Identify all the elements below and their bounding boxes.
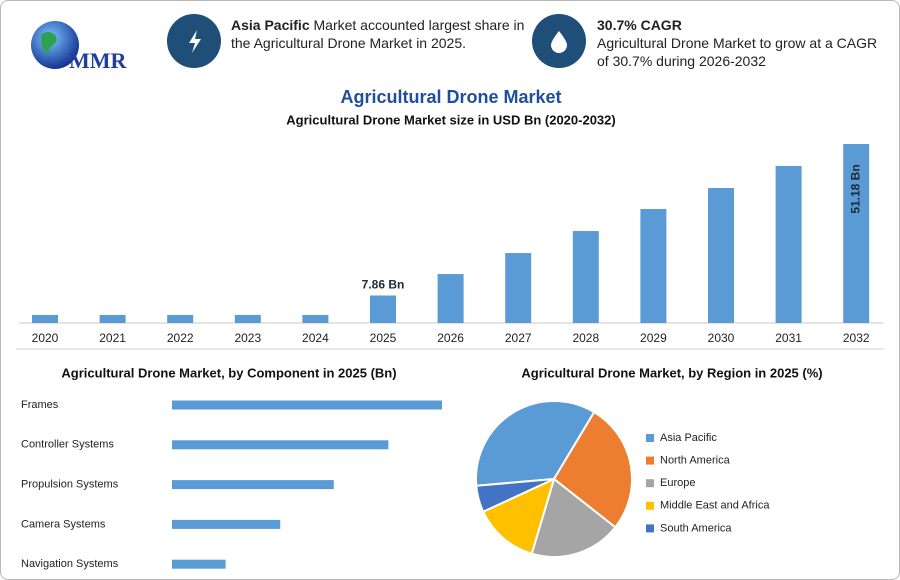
x-tick-label: 2027: [505, 331, 532, 345]
x-tick-label: 2023: [234, 331, 261, 345]
y-tick-label: Frames: [21, 399, 59, 411]
bar: [708, 187, 734, 323]
chart-title: Agricultural Drone Market, by Component …: [61, 365, 396, 380]
x-tick-label: 2022: [167, 331, 194, 345]
x-tick-label: 2026: [437, 331, 464, 345]
highlight: 30.7% CAGR Agricultural Drone Market to …: [597, 16, 887, 70]
legend-label: North America: [660, 455, 731, 467]
x-tick-label: 2031: [775, 331, 802, 345]
data-label: 51.18 Bn: [848, 164, 862, 213]
x-tick-label: 2032: [843, 331, 870, 345]
bar: [640, 208, 667, 323]
y-tick-label: Navigation Systems: [21, 558, 119, 570]
pie-slice: [475, 478, 555, 514]
legend-label: Europe: [660, 477, 695, 489]
legend-swatch: [646, 524, 654, 533]
drop-icon: [551, 31, 567, 53]
legend-label: South America: [660, 522, 732, 534]
bar: [302, 314, 329, 323]
x-tick-label: 2021: [99, 331, 126, 345]
x-tick-label: 2029: [640, 331, 667, 345]
bar: [172, 519, 281, 529]
x-tick-label: 2024: [302, 331, 329, 345]
highlight-text: Market accounted largest share in the Ag…: [231, 17, 525, 51]
logo: MMR: [31, 21, 128, 73]
bar: [370, 295, 396, 323]
bar: [572, 231, 599, 323]
x-tick-label: 2028: [572, 331, 599, 345]
bar: [172, 559, 226, 569]
bar: [172, 400, 442, 410]
bar: [437, 274, 464, 323]
x-tick-label: 2025: [370, 331, 397, 345]
highlight: Asia Pacific Market accounted largest sh…: [231, 16, 531, 52]
bar: [775, 165, 802, 323]
bar: [843, 144, 870, 323]
bar: [234, 314, 261, 323]
bar: [172, 480, 334, 490]
bar: [167, 314, 194, 323]
highlight-bold: Asia Pacific: [231, 17, 310, 33]
pie-slice: [481, 477, 556, 555]
chart-title: Agricultural Drone Market size in USD Bn…: [286, 112, 615, 127]
data-label: 7.86 Bn: [362, 278, 405, 292]
y-tick-label: Propulsion Systems: [21, 479, 119, 491]
highlight-text: Agricultural Drone Market to grow at a C…: [597, 35, 878, 69]
pie-slice: [552, 410, 633, 529]
legend-label: Middle East and Africa: [660, 500, 770, 512]
logo-globe: [31, 21, 79, 69]
bar: [99, 314, 126, 323]
y-tick-label: Controller Systems: [21, 439, 114, 451]
logo-text: MMR: [69, 48, 128, 73]
bar: [505, 253, 532, 323]
legend-swatch: [646, 456, 654, 465]
highlight-bold: 30.7% CAGR: [597, 17, 682, 33]
legend-swatch: [646, 479, 654, 488]
x-tick-label: 2020: [32, 331, 59, 345]
page-title: Agricultural Drone Market: [340, 87, 561, 107]
logo-land: [41, 32, 57, 55]
pie-slice: [475, 400, 596, 487]
legend-swatch: [646, 434, 654, 442]
x-tick-label: 2030: [708, 331, 735, 345]
y-tick-label: Camera Systems: [21, 518, 106, 530]
lightning-icon: [189, 30, 201, 53]
bar: [32, 314, 58, 323]
chart-title: Agricultural Drone Market, by Region in …: [521, 365, 822, 380]
legend-swatch: [646, 501, 654, 510]
bar: [172, 440, 389, 450]
legend-label: Asia Pacific: [660, 432, 717, 444]
pie-slice: [530, 477, 617, 558]
